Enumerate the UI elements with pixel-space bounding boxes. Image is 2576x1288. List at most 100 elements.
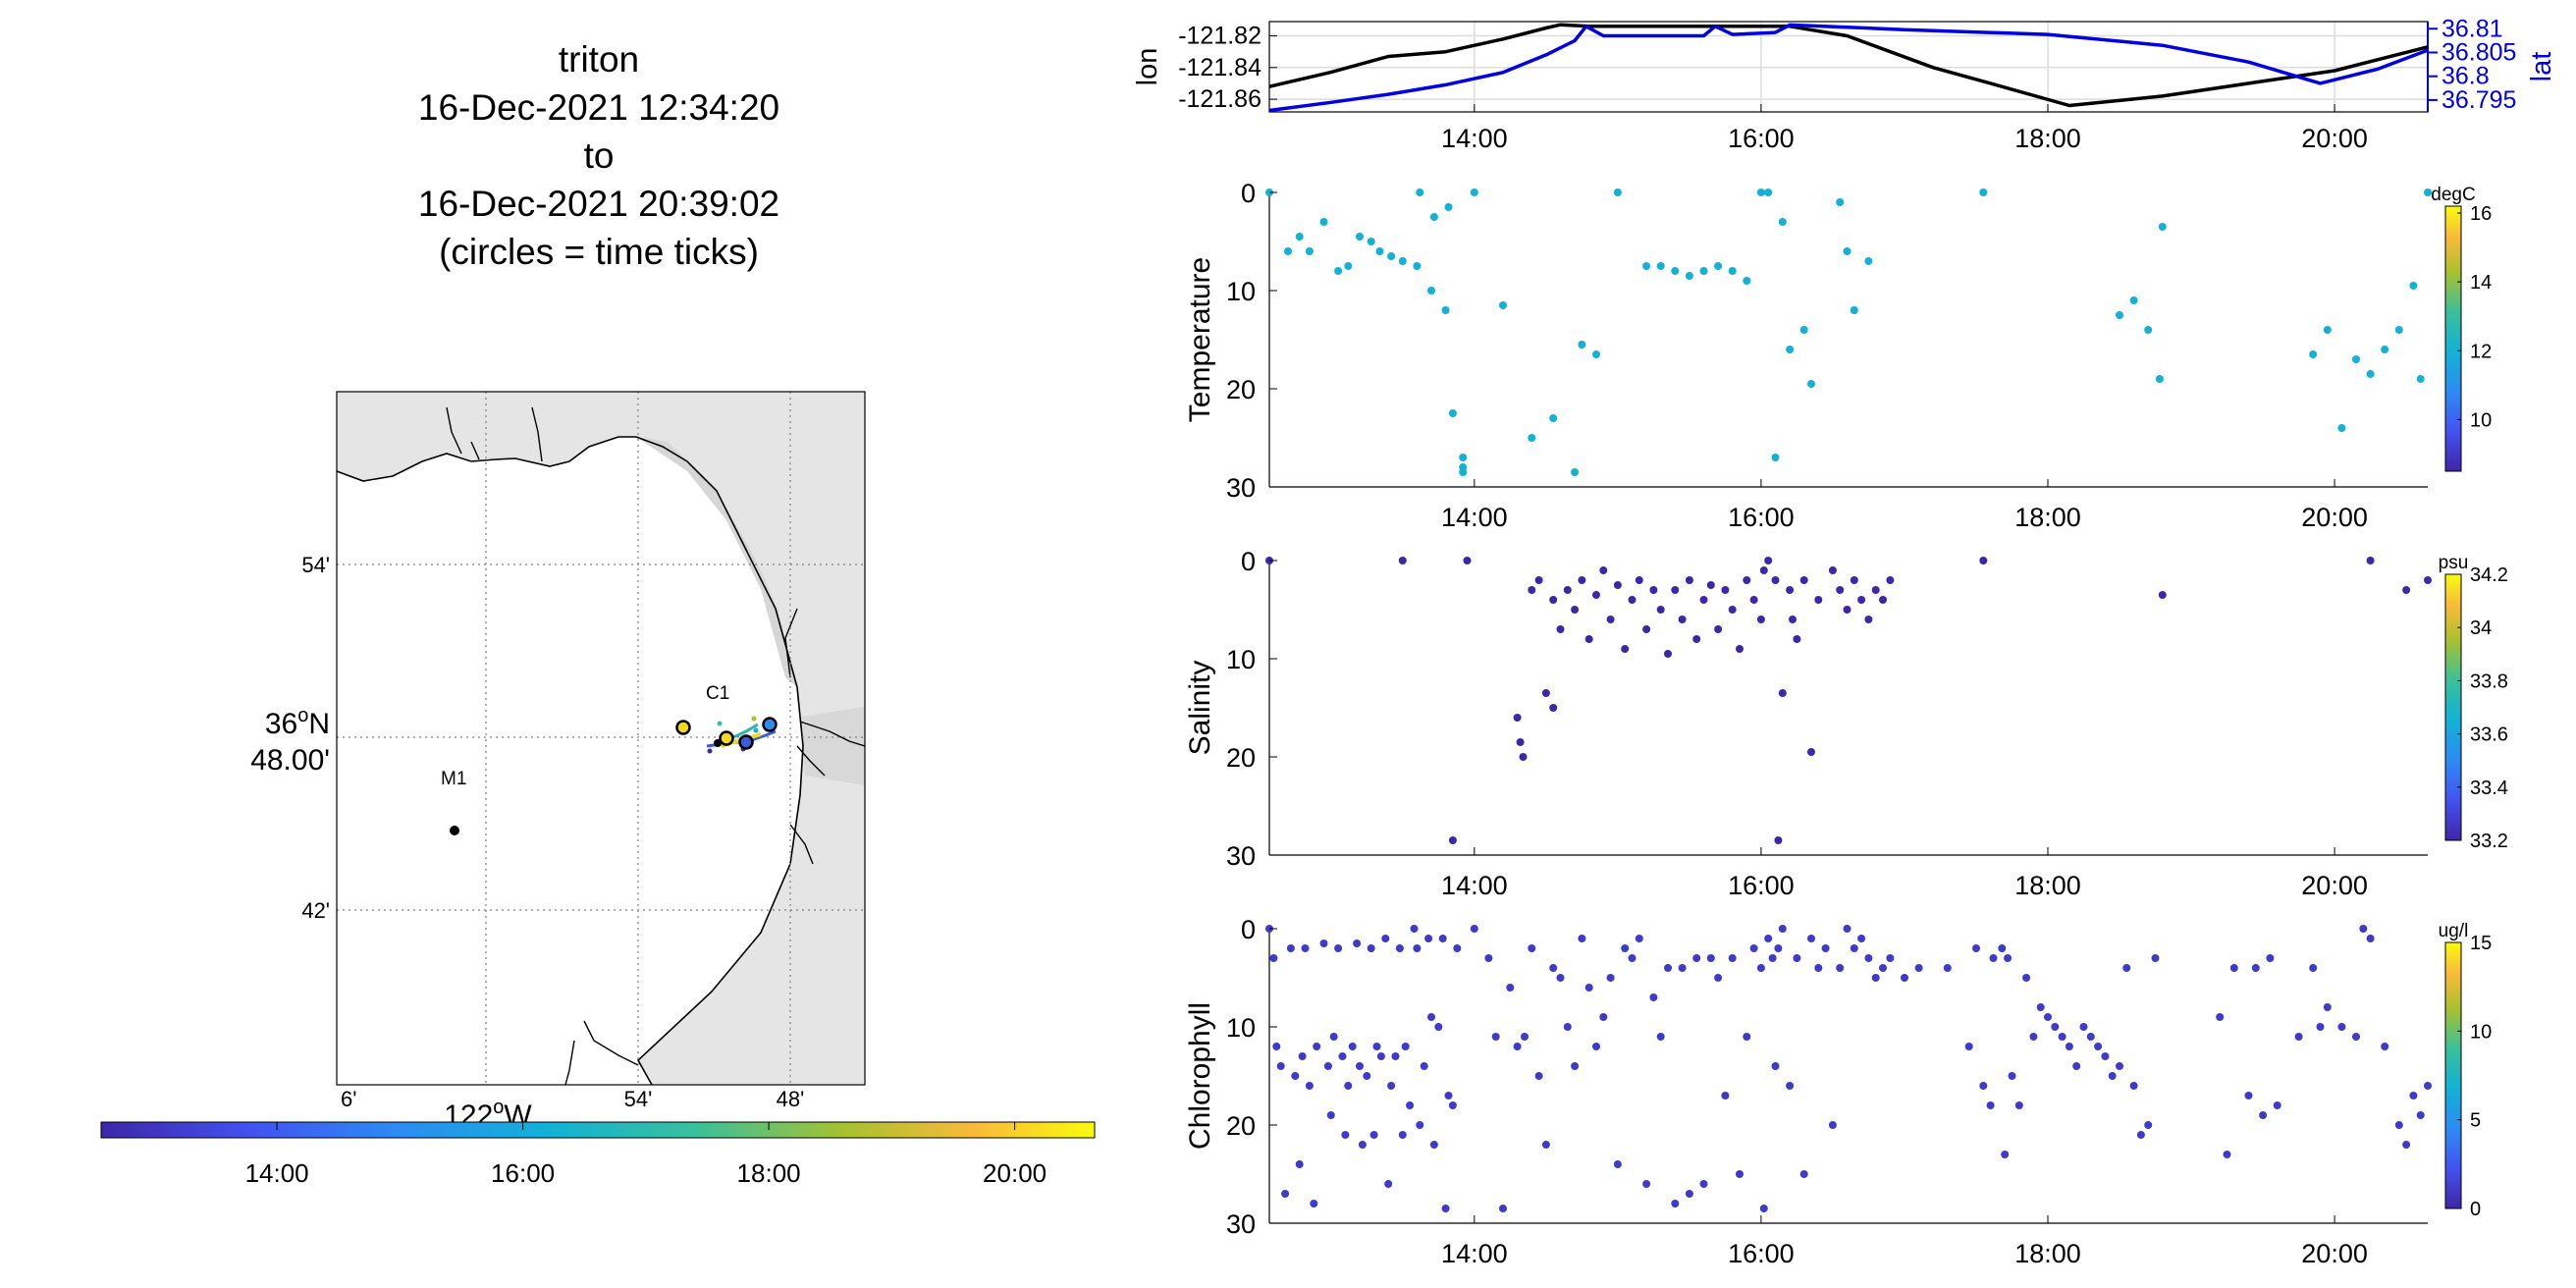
data-point [1427,1013,1435,1021]
data-point [2381,346,2389,353]
data-point [2108,1072,2117,1080]
x-tick-label: 16:00 [1728,1239,1795,1268]
data-point [2022,974,2031,982]
data-point [1578,576,1586,584]
right-tick-label: 36.8 [2442,63,2490,90]
data-point [1571,1062,1580,1070]
data-point [1284,247,1292,255]
colorbar-units: degC [2431,185,2475,205]
time-tick-circle [738,734,754,750]
data-point [1756,616,1765,623]
colorbar-tick-label: 14:00 [245,1158,309,1188]
data-point [1323,1062,1332,1070]
data-point [1338,1052,1347,1060]
data-point [1843,925,1852,933]
data-point [2072,1062,2081,1070]
title-line-start: 16-Dec-2021 12:34:20 [417,87,780,128]
data-point [1736,645,1744,653]
station-marker-m1 [450,826,459,835]
data-point [1756,964,1765,972]
data-point [2244,1092,2253,1100]
lat-tick-label: 42' [301,898,330,923]
x-tick-label: 16:00 [1728,124,1795,153]
data-point [1628,596,1637,604]
x-tick-label: 20:00 [2301,503,2368,532]
data-point [1563,586,1572,594]
data-point [1814,964,1823,972]
data-point [1606,616,1615,623]
data-point [2259,1111,2268,1119]
x-tick-label: 14:00 [1441,871,1508,900]
colorbar-tick-label: 18:00 [737,1158,801,1188]
y-tick-label: 10 [1226,1013,1256,1043]
colorbar-tick-label: 16 [2470,203,2492,225]
y-tick-label: 0 [1241,179,1256,208]
data-point [1344,262,1353,270]
data-point [1656,1033,1665,1041]
figure-title: triton 16-Dec-2021 12:34:20 to 16-Dec-20… [324,35,874,276]
data-point [1571,606,1580,614]
data-point [1484,954,1493,962]
data-point [1441,306,1450,314]
data-point [1699,267,1708,275]
data-point [1413,262,1422,270]
data-point [2424,576,2432,584]
data-point [1998,944,2007,952]
data-point [1621,944,1630,952]
data-point [2381,1043,2389,1050]
data-point [1310,1200,1318,1208]
data-point [1372,1043,1381,1050]
data-point [2402,586,2411,594]
data-point [1836,586,1845,594]
data-point [1329,1033,1338,1041]
colorbar-units: ug/l [2439,921,2469,941]
data-point [2008,1072,2016,1080]
data-point [2409,282,2418,290]
data-point [1549,414,1558,422]
data-point [1438,935,1447,942]
data-point [1319,939,1328,947]
data-point [1584,984,1593,992]
data-point [1743,277,1751,285]
data-point [2058,1033,2066,1041]
right-tick-label: 36.805 [2442,38,2516,66]
data-point [1599,1013,1608,1021]
data-point [1367,238,1375,245]
y-axis-label: Chlorophyll [1184,1002,1216,1150]
data-point [1441,1205,1450,1212]
data-point [1721,1092,1730,1100]
x-tick-label: 18:00 [2014,124,2081,153]
data-point [1319,218,1328,226]
data-point [1387,1082,1396,1090]
data-point [2294,1033,2303,1041]
map-frame [336,391,866,1086]
series-line-lat [1268,23,2429,113]
data-point [2116,1062,2123,1070]
data-point [1416,188,1424,196]
data-point [1714,974,1723,982]
data-point [1871,974,1880,982]
data-point [1714,625,1723,633]
colorbar-tick-label: 5 [2470,1110,2481,1132]
data-point [1420,1062,1428,1070]
data-point [1986,1101,1995,1109]
data-point [2223,1151,2231,1158]
x-tick-label: 14:00 [1441,503,1508,532]
data-point [1768,954,1777,962]
data-point [1578,935,1586,942]
data-point [1519,753,1528,761]
x-tick-label: 20:00 [2301,871,2368,900]
data-point [2004,954,2012,962]
data-point [1424,935,1433,942]
right-axis-label: lat [2526,52,2557,82]
data-point [1453,944,1462,952]
data-point [2129,296,2138,304]
data-point [1534,1072,1543,1080]
data-point [1706,954,1715,962]
map-gridlines [337,392,865,1085]
data-point [1714,262,1723,270]
data-point [1699,1180,1708,1188]
data-point [2359,925,2368,933]
title-line-vehicle: triton [558,39,640,80]
data-point [1671,1200,1680,1208]
